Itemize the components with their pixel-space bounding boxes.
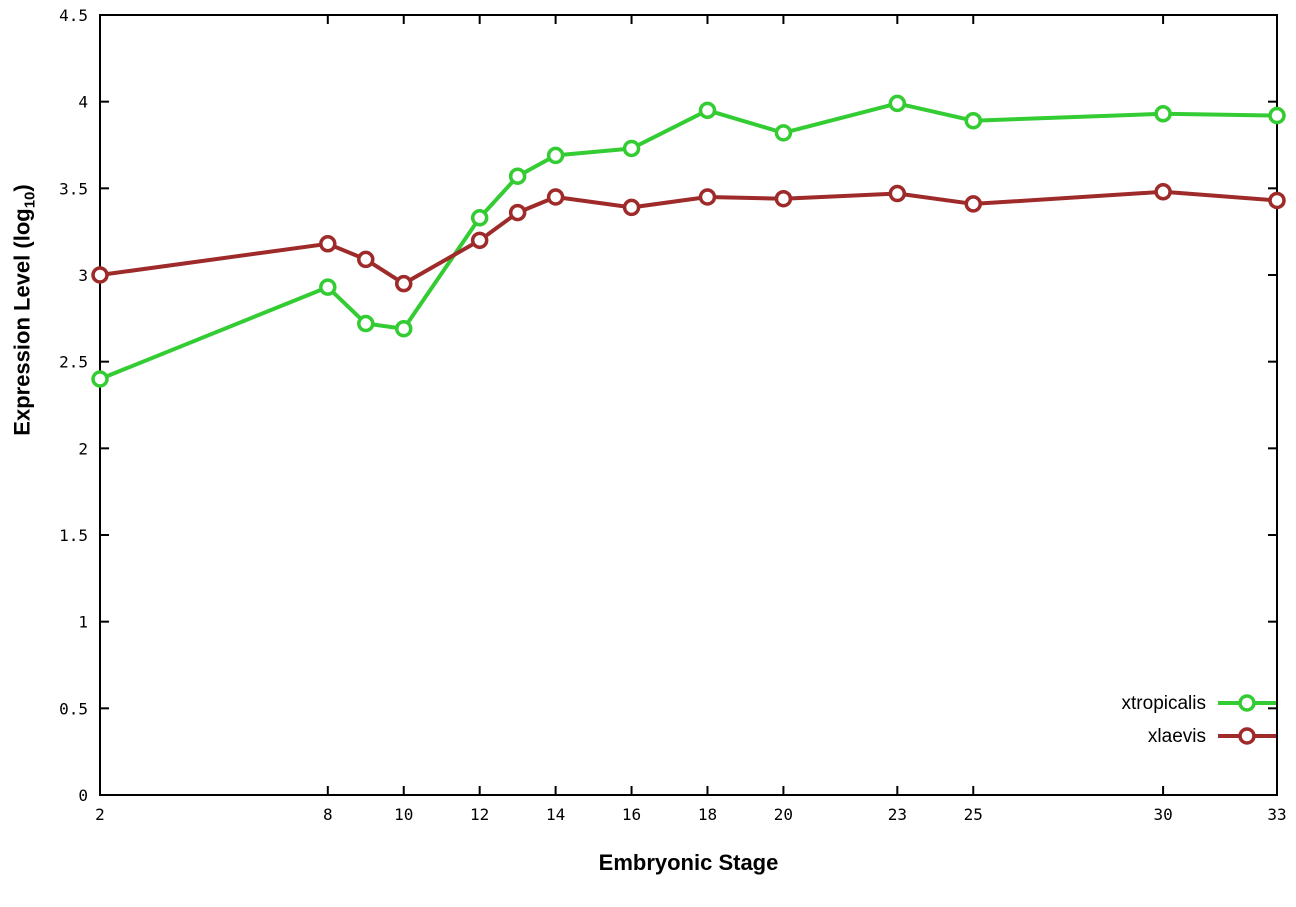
data-point-xlaevis [622,198,641,217]
x-tick-label: 10 [394,805,413,824]
legend-label-xtropicalis: xtropicalis [1122,693,1206,714]
data-point-xtropicalis [319,278,337,296]
data-point-xtropicalis [964,111,983,130]
data-point-xtropicalis [394,319,413,338]
series-line-xtropicalis [98,101,1279,381]
data-point-xlaevis [319,235,337,253]
x-tick-label: 20 [774,805,793,824]
data-point-xtropicalis [698,101,717,120]
x-tick-label: 16 [622,805,641,824]
x-tick-label: 12 [470,805,489,824]
x-tick-label: 8 [323,805,333,824]
data-point-xlaevis [508,203,527,222]
x-tick-label: 14 [546,805,565,824]
data-point-xtropicalis [508,167,527,185]
data-point-xlaevis [91,266,109,284]
data-point-xtropicalis [357,314,375,333]
data-point-xlaevis [357,250,375,269]
x-tick-label: 2 [95,805,105,824]
data-point-xlaevis [964,195,983,213]
y-tick-label: 2 [78,439,88,458]
data-point-xtropicalis [774,124,793,142]
y-axis-title-suffix: ) [9,184,35,192]
y-tick-label: 0.5 [59,699,88,718]
legend-sample-marker-xtropicalis [1238,694,1256,712]
data-point-xtropicalis [1154,105,1172,123]
series-line-xlaevis [98,189,1279,286]
plot-border [99,14,1278,796]
y-tick-label: 2.5 [59,353,88,372]
legend-sample-marker-xlaevis [1238,727,1256,745]
data-point-xlaevis [774,189,793,208]
data-point-xlaevis [394,274,413,293]
x-tick-label: 23 [888,805,907,824]
x-tick-label: 33 [1267,805,1286,824]
y-tick-label: 1 [78,613,88,632]
data-point-xtropicalis [622,139,641,158]
y-tick-label: 0 [78,786,88,805]
legend-label-xlaevis: xlaevis [1148,726,1206,747]
data-point-xlaevis [546,188,565,206]
data-point-xtropicalis [1268,106,1286,125]
y-tick-label: 3 [78,266,88,285]
y-axis-title-subscript: 10 [21,191,39,209]
x-tick-label: 25 [964,805,983,824]
x-tick-label: 18 [698,805,717,824]
y-tick-label: 3.5 [59,179,88,198]
data-point-xlaevis [470,231,489,250]
y-tick-label: 4.5 [59,6,88,25]
data-point-xtropicalis [888,94,907,113]
y-axis-title-text: Expression Level (log [9,208,35,436]
data-point-xlaevis [698,188,717,206]
data-point-xlaevis [1154,183,1172,201]
x-tick-label: 30 [1153,805,1172,824]
data-point-xtropicalis [470,209,489,227]
x-axis-title: Embryonic Stage [598,850,779,875]
y-axis-title: Expression Level (log10) [9,184,38,435]
data-point-xtropicalis [91,370,109,388]
data-point-xlaevis [888,184,907,203]
y-tick-label: 1.5 [59,526,88,545]
data-point-xtropicalis [546,146,565,165]
y-tick-label: 4 [78,93,88,112]
data-point-xlaevis [1268,191,1286,210]
